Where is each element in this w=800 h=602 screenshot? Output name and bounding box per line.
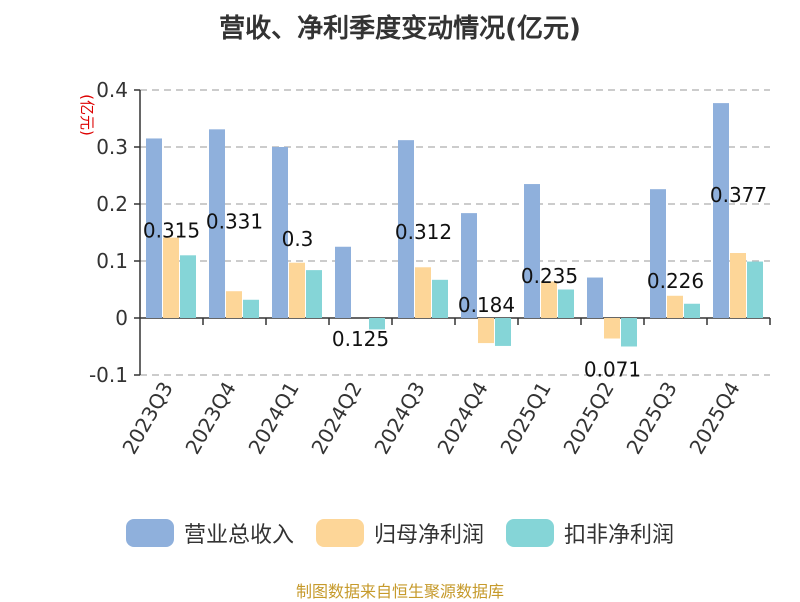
data-label: 0.125: [332, 327, 389, 351]
x-tick-label: 2025Q1: [495, 378, 555, 459]
x-tick-label: 2025Q2: [558, 378, 618, 459]
bar-net-profit: [478, 318, 494, 344]
data-label: 0.226: [647, 269, 704, 293]
bar-net-profit: [163, 237, 179, 318]
x-tick-label: 2024Q1: [243, 378, 303, 459]
y-tick-label: 0.1: [96, 249, 128, 273]
bar-revenue: [524, 184, 540, 318]
y-tick-label: 0.2: [96, 192, 128, 216]
data-label: 0.331: [206, 209, 263, 233]
bar-net-profit: [415, 267, 431, 318]
y-tick-label: -0.1: [89, 363, 128, 387]
bar-net-profit: [604, 318, 620, 339]
y-tick-label: 0: [115, 306, 128, 330]
bar-revenue: [398, 140, 414, 318]
data-label: 0.235: [521, 264, 578, 288]
data-label: 0.184: [458, 293, 515, 317]
bar-revenue: [713, 103, 729, 318]
legend-item[interactable]: 扣非净利润: [506, 517, 674, 549]
legend-swatch: [315, 519, 364, 547]
legend-label: 营业总收入: [183, 523, 294, 548]
bar-deducted-profit: [684, 303, 700, 318]
bar-revenue: [146, 138, 162, 318]
legend-swatch: [125, 519, 174, 547]
legend-label: 归母净利润: [373, 523, 484, 548]
bar-deducted-profit: [306, 270, 322, 318]
x-tick-label: 2024Q4: [432, 378, 492, 459]
bar-net-profit: [289, 262, 305, 318]
bar-net-profit: [226, 291, 242, 318]
data-label: 0.3: [282, 227, 314, 251]
bar-revenue: [587, 277, 603, 318]
bar-revenue: [335, 246, 351, 318]
data-label: 0.312: [395, 220, 452, 244]
bars: [146, 103, 763, 347]
legend: 营业总收入 归母净利润 扣非净利润: [0, 517, 800, 549]
y-axis-unit-label: (亿元): [78, 94, 96, 136]
bar-net-profit: [541, 281, 557, 318]
legend-item[interactable]: 营业总收入: [125, 517, 294, 549]
x-tick-label: 2025Q4: [684, 378, 744, 459]
bar-net-profit: [730, 253, 746, 318]
legend-item[interactable]: 归母净利润: [315, 517, 484, 549]
bar-deducted-profit: [180, 255, 196, 318]
bar-deducted-profit: [621, 318, 637, 347]
bar-net-profit: [667, 295, 683, 318]
y-tick-label: 0.3: [96, 135, 128, 159]
bar-deducted-profit: [495, 318, 511, 346]
x-tick-label: 2024Q2: [306, 378, 366, 459]
bar-deducted-profit: [369, 318, 385, 330]
bar-revenue: [272, 147, 288, 318]
y-tick-label: 0.4: [96, 78, 128, 102]
bar-deducted-profit: [432, 279, 448, 318]
x-tick-label: 2025Q3: [621, 378, 681, 459]
x-tick-label: 2024Q3: [369, 378, 429, 459]
bar-revenue: [650, 189, 666, 318]
x-tick-label: 2023Q4: [180, 378, 240, 459]
bar-deducted-profit: [747, 261, 763, 318]
source-note: 制图数据来自恒生聚源数据库: [295, 582, 504, 601]
data-label: 0.315: [143, 218, 200, 242]
legend-swatch: [506, 519, 554, 547]
gridlines: [140, 89, 770, 376]
data-label: 0.071: [584, 358, 641, 382]
bar-deducted-profit: [558, 289, 574, 318]
data-label: 0.377: [710, 183, 767, 207]
chart-title: 营收、净利季度变动情况(亿元): [219, 14, 581, 44]
bar-deducted-profit: [243, 299, 259, 318]
bar-revenue: [461, 213, 477, 318]
bar-revenue: [209, 129, 225, 318]
legend-label: 扣非净利润: [564, 523, 675, 548]
x-tick-label: 2023Q3: [117, 378, 177, 459]
